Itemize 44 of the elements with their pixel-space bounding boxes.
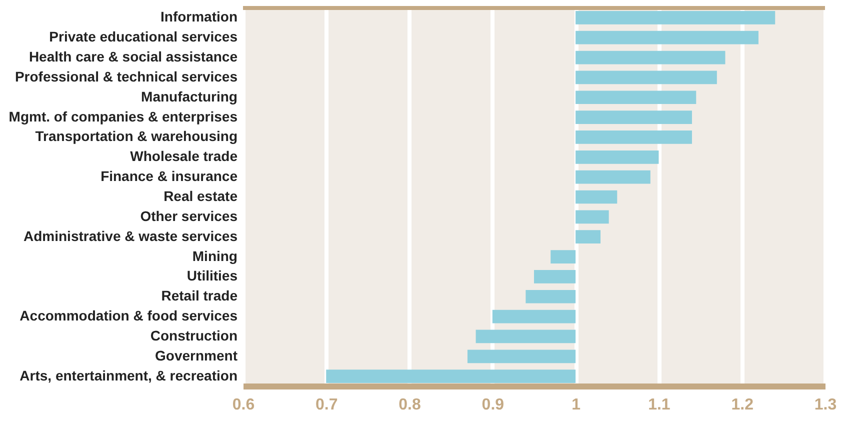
bar (576, 50, 726, 64)
x-tick-label: 0.9 (482, 396, 504, 414)
y-tick-label: Professional & technical services (14, 68, 238, 84)
bar (576, 150, 659, 164)
x-tick-label: 1.3 (814, 396, 837, 414)
y-tick-label: Government (155, 347, 238, 364)
y-tick-label: Administrative & waste services (24, 228, 238, 244)
bar (576, 70, 717, 84)
y-tick-label: Private educational services (49, 28, 238, 45)
bar (576, 130, 692, 144)
y-tick-label: Transportation & warehousing (35, 128, 238, 144)
y-tick-label: Information (160, 8, 238, 25)
y-tick-label: Real estate (164, 188, 238, 204)
bar (476, 330, 576, 344)
bar (576, 90, 696, 104)
x-tick-label: 1 (572, 396, 581, 414)
bar (492, 310, 576, 324)
bar (576, 210, 609, 224)
bar (576, 190, 618, 204)
bar (526, 290, 576, 304)
x-tick-label: 1.1 (648, 396, 670, 414)
y-tick-label: Retail trade (161, 288, 238, 304)
bar (576, 170, 650, 184)
y-tick-label: Finance & insurance (100, 168, 238, 184)
y-tick-label: Wholesale trade (130, 148, 238, 164)
bar (576, 110, 692, 124)
bar (576, 30, 758, 44)
bar (576, 230, 601, 244)
bar (550, 250, 576, 264)
y-tick-label: Construction (150, 327, 238, 344)
y-tick-label: Mining (192, 248, 238, 264)
x-tick-label: 0.6 (232, 396, 255, 414)
bar (467, 350, 576, 364)
x-tick-label: 1.2 (731, 396, 754, 414)
y-tick-label: Accommodation & food services (20, 308, 238, 324)
x-tick-label: 0.8 (398, 396, 422, 414)
x-tick-label: 0.7 (316, 396, 338, 414)
y-tick-label: Arts, entertainment, & recreation (20, 367, 238, 384)
y-tick-label: Utilities (186, 268, 238, 284)
y-tick-label: Health care & social assistance (28, 48, 238, 65)
y-tick-label: Manufacturing (141, 88, 238, 104)
y-tick-label: Other services (140, 208, 238, 224)
bar (534, 270, 576, 284)
y-tick-label: Mgmt. of companies & enterprises (8, 108, 238, 124)
